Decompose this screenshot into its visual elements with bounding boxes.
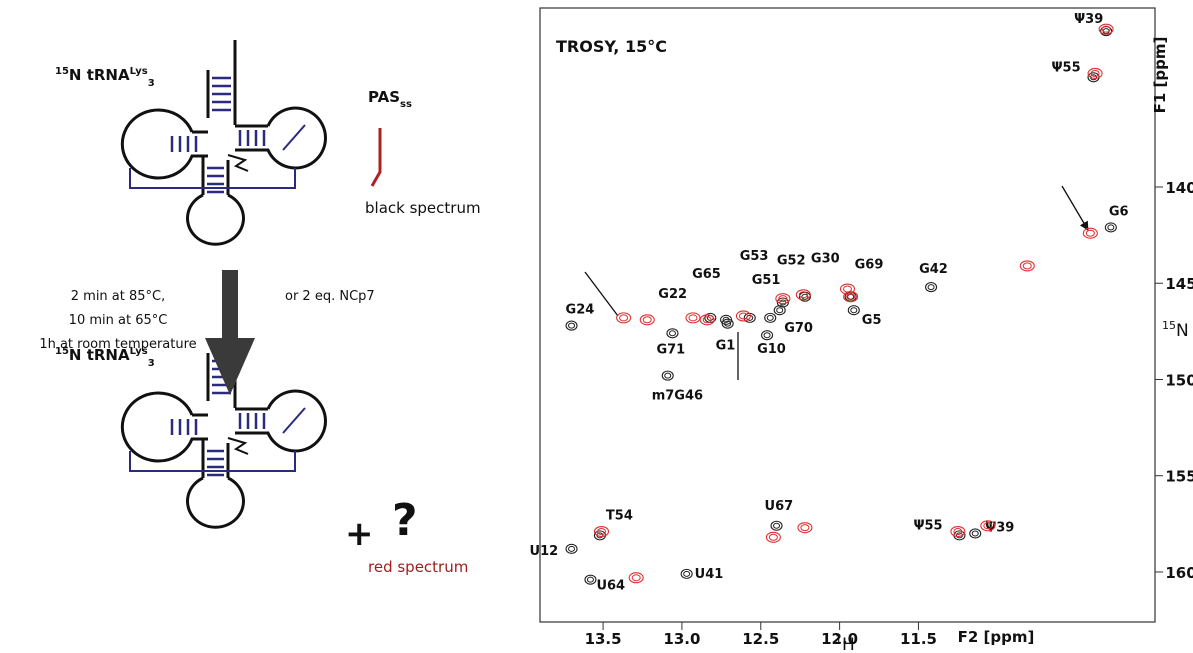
peak-label: Ψ55 bbox=[913, 518, 942, 533]
y-label: 15N bbox=[1162, 319, 1189, 341]
peak-contour bbox=[767, 315, 773, 320]
peak-label: G69 bbox=[855, 258, 884, 273]
plot-frame bbox=[540, 8, 1155, 622]
peak-contour bbox=[1023, 263, 1031, 269]
peak-label: U67 bbox=[765, 499, 794, 514]
peak-contour bbox=[801, 525, 809, 531]
chart-title: TROSY, 15°C bbox=[556, 37, 667, 56]
peak bbox=[566, 321, 577, 330]
peak-label: T54 bbox=[606, 508, 633, 523]
peak bbox=[774, 306, 785, 315]
y-tick-label: 145 bbox=[1165, 275, 1193, 293]
peak bbox=[771, 521, 782, 530]
x-tick-label: 12.5 bbox=[742, 630, 779, 648]
peak-contour bbox=[780, 300, 786, 305]
spectrum: TROSY, 15°C F1 [ppm] 15N 1H F2 [ppm] 13.… bbox=[530, 8, 1193, 653]
peak-contour bbox=[777, 308, 783, 313]
peak-contour bbox=[764, 333, 770, 338]
peak-label: G51 bbox=[752, 273, 781, 288]
peak-label: G6 bbox=[1109, 204, 1129, 219]
peak-contour bbox=[587, 577, 593, 582]
peak-contour bbox=[972, 531, 978, 536]
peak-label: G30 bbox=[811, 252, 840, 267]
y-tick-label: 140 bbox=[1165, 179, 1193, 197]
peak bbox=[1105, 223, 1116, 232]
peak-label: G22 bbox=[658, 287, 687, 302]
peak-label: U64 bbox=[596, 579, 625, 594]
peak-contour bbox=[620, 315, 628, 321]
peak-contour bbox=[844, 286, 852, 292]
x-tick-label: 13.0 bbox=[663, 630, 700, 648]
peak-contour bbox=[851, 308, 857, 313]
peak-contour bbox=[928, 285, 934, 290]
peak-contour bbox=[669, 331, 675, 336]
peak-label: G10 bbox=[757, 342, 786, 357]
peak-label: G5 bbox=[862, 313, 882, 328]
peak-label: U12 bbox=[530, 544, 559, 559]
alternative: or 2 eq. NCp7 bbox=[285, 289, 375, 304]
peak bbox=[765, 313, 776, 322]
peak-contour bbox=[569, 323, 575, 328]
peak bbox=[667, 329, 678, 338]
peak-label: G24 bbox=[566, 303, 595, 318]
peak-contour bbox=[739, 313, 747, 319]
peak bbox=[585, 575, 596, 584]
peak-contour bbox=[665, 373, 671, 378]
peak-label: G70 bbox=[784, 321, 813, 336]
peak bbox=[662, 371, 673, 380]
condition: 2 min at 85°C, bbox=[71, 289, 166, 304]
y-tick-label: 150 bbox=[1165, 371, 1193, 389]
plus: + bbox=[345, 514, 374, 554]
question: ? bbox=[392, 495, 418, 546]
top-caption: black spectrum bbox=[365, 199, 481, 217]
trna-label: 15N tRNALys3 bbox=[55, 66, 155, 89]
peak bbox=[848, 306, 859, 315]
peak-label: G71 bbox=[656, 342, 685, 357]
x-tick-label: 12.0 bbox=[821, 630, 858, 648]
peak-label: G65 bbox=[692, 267, 721, 282]
trna-top bbox=[122, 40, 325, 244]
figure: 15N tRNALys3 PASss black spectrum 2 min … bbox=[0, 0, 1193, 653]
condition: 10 min at 65°C bbox=[69, 313, 168, 328]
peak-label: G42 bbox=[919, 262, 948, 277]
x-unit-label: F2 [ppm] bbox=[958, 628, 1035, 646]
peak-contour bbox=[1103, 29, 1109, 34]
arrow-head bbox=[205, 338, 255, 395]
peak-label: Ψ55 bbox=[1052, 60, 1081, 75]
x-tick-label: 11.5 bbox=[900, 630, 937, 648]
peak-contour bbox=[632, 575, 640, 581]
peak-label: U41 bbox=[695, 567, 724, 582]
y-tick-label: 155 bbox=[1165, 468, 1193, 486]
peak-label: m7G46 bbox=[652, 389, 703, 404]
peak bbox=[970, 529, 981, 538]
peak-contour bbox=[643, 317, 651, 323]
peak-contour bbox=[774, 523, 780, 528]
peak-label: G52 bbox=[777, 253, 806, 268]
peak-contour bbox=[684, 571, 690, 576]
peak-contour bbox=[569, 546, 575, 551]
y-tick-label: 160 bbox=[1165, 564, 1193, 582]
bottom-caption: red spectrum bbox=[368, 558, 468, 576]
peak bbox=[566, 544, 577, 553]
ligand-strand bbox=[372, 128, 380, 186]
x-tick-label: 13.5 bbox=[585, 630, 622, 648]
peak-contour bbox=[1108, 225, 1114, 230]
peak bbox=[762, 331, 773, 340]
page: {"diagram":{"top_label":{"mass":"15","ba… bbox=[0, 0, 1193, 653]
peak-contour bbox=[769, 534, 777, 540]
ligand-label: PASss bbox=[368, 88, 412, 110]
peak-contour bbox=[848, 294, 854, 299]
trna-label: 15N tRNALys3 bbox=[55, 346, 155, 369]
peak-contour bbox=[689, 315, 697, 321]
peak-contour bbox=[1086, 230, 1094, 236]
peak bbox=[681, 569, 692, 578]
peak-label: G53 bbox=[740, 249, 769, 264]
y-unit-label: F1 [ppm] bbox=[1151, 37, 1169, 114]
peak bbox=[926, 283, 937, 292]
peak-label: Ψ39 bbox=[1074, 12, 1103, 27]
peak-label: G1 bbox=[716, 339, 736, 354]
